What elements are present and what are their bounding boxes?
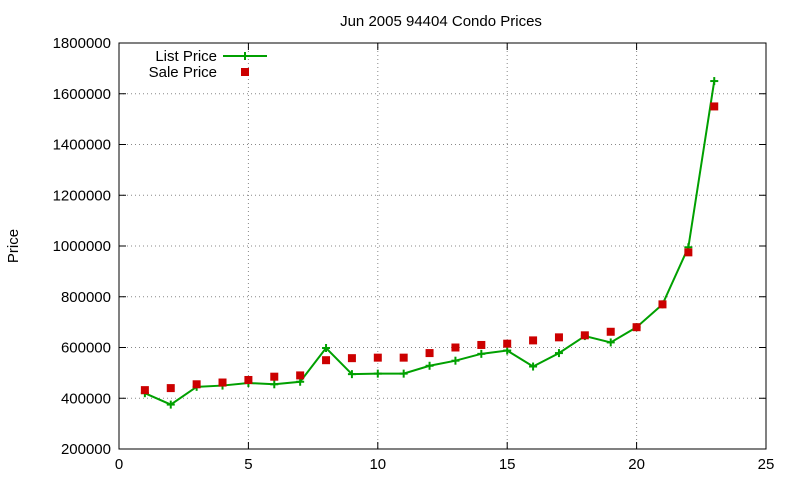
y-tick-label: 1200000	[53, 187, 111, 204]
y-tick-label: 400000	[61, 390, 111, 407]
list-price-point	[477, 349, 486, 358]
list-price-point	[606, 338, 615, 347]
x-tick-label: 5	[244, 456, 252, 473]
sale-price-point	[477, 340, 486, 349]
y-tick-label: 1800000	[53, 35, 111, 52]
list-price-point	[529, 362, 538, 371]
list-price-point	[166, 400, 175, 409]
y-tick-label: 1600000	[53, 86, 111, 103]
list-price-point	[425, 361, 434, 370]
series-layer	[140, 77, 719, 409]
list-price-point	[347, 370, 356, 379]
sale-price-point	[270, 372, 279, 381]
sale-price-point	[192, 380, 201, 389]
legend-label: Sale Price	[149, 64, 217, 81]
x-tick-label: 25	[758, 456, 775, 473]
sale-price-point	[140, 386, 149, 395]
sale-price-point	[658, 300, 667, 309]
list-price-point	[451, 356, 460, 365]
x-tick-label: 10	[369, 456, 386, 473]
y-tick-label: 1000000	[53, 238, 111, 255]
sale-price-point	[710, 102, 719, 111]
sale-price-point	[684, 248, 693, 257]
legend-cross-swatch	[241, 52, 249, 60]
list-price-point	[710, 77, 719, 86]
list-price-point	[270, 380, 279, 389]
y-tick-label: 1400000	[53, 137, 111, 154]
sale-price-point	[632, 323, 641, 332]
sale-price-point	[322, 356, 331, 365]
chart-title: Jun 2005 94404 Condo Prices	[340, 13, 542, 30]
y-axis-label: Price	[5, 229, 22, 263]
sale-price-point	[166, 384, 175, 393]
x-tick-label: 15	[499, 456, 516, 473]
sale-price-point	[425, 349, 434, 358]
sale-price-point	[503, 339, 512, 348]
sale-price-point	[373, 353, 382, 362]
sale-price-point	[529, 336, 538, 345]
list-price-point	[322, 344, 331, 353]
list-price-point	[373, 369, 382, 378]
x-tick-label: 0	[115, 456, 123, 473]
sale-price-point	[451, 343, 460, 352]
legend-label: List Price	[155, 48, 217, 65]
legend-square-swatch	[241, 68, 249, 76]
x-tick-label: 20	[628, 456, 645, 473]
y-tick-label: 600000	[61, 340, 111, 357]
list-price-point	[554, 349, 563, 358]
y-tick-label: 200000	[61, 441, 111, 458]
sale-price-point	[347, 354, 356, 363]
sale-price-point	[218, 378, 227, 387]
sale-price-point	[296, 371, 305, 380]
list-price-point	[503, 346, 512, 355]
sale-price-point	[399, 353, 408, 362]
list-price-point	[399, 369, 408, 378]
grid-lines	[119, 43, 766, 449]
sale-price-point	[244, 375, 253, 384]
sale-price-point	[554, 333, 563, 342]
y-tick-label: 800000	[61, 289, 111, 306]
sale-price-point	[606, 327, 615, 336]
sale-price-point	[580, 331, 589, 340]
plot-frame	[118, 42, 767, 450]
axis-ticks: 200000 400000 600000 800000 1000000 1200000 14…	[53, 35, 775, 473]
